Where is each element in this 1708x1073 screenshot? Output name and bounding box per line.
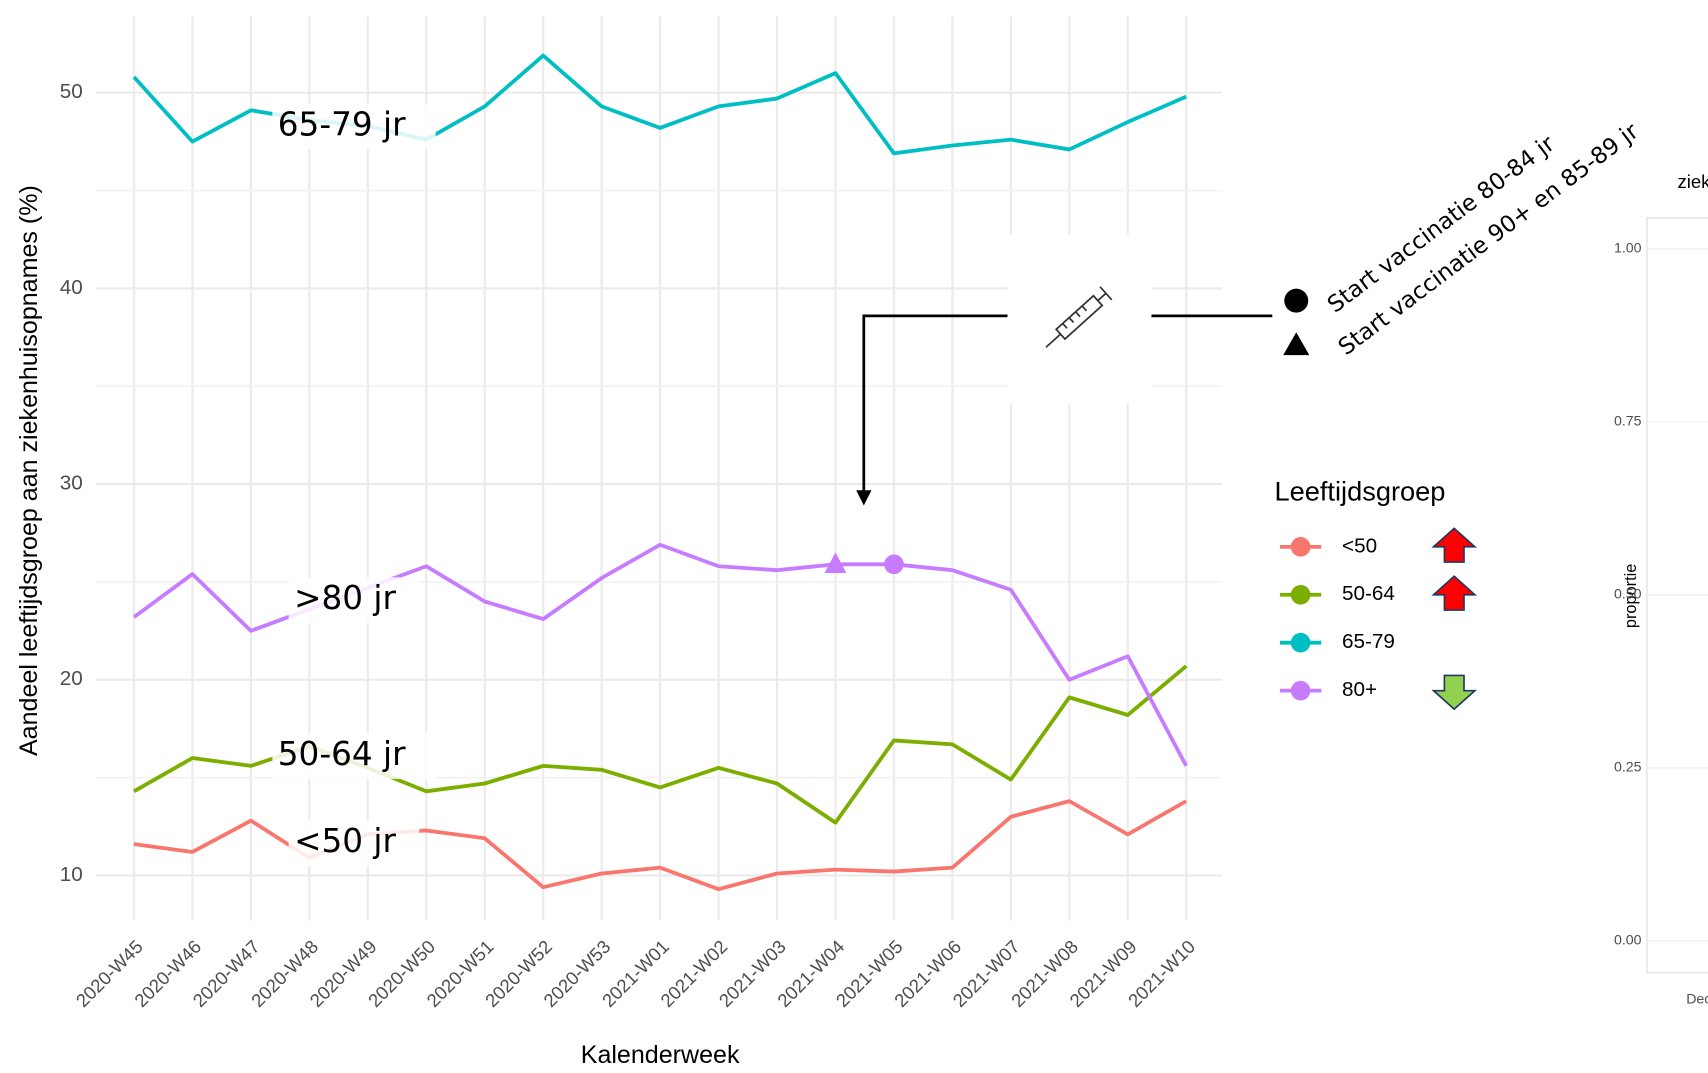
legend-dot	[1290, 584, 1311, 605]
label-bg	[288, 820, 420, 867]
label-bg	[272, 103, 436, 150]
panel-y-title: proportie	[1622, 564, 1640, 628]
line-label: 65-79 jr	[278, 105, 406, 143]
side-panel: ziek proportie Dec 0.00 0.25 0.50 0.75 1.00	[1614, 171, 1708, 1008]
arrowhead	[856, 490, 872, 506]
panel-x-tick-label: Dec	[1686, 992, 1708, 1008]
label-bg	[272, 733, 436, 779]
panel-y-tick-label: 1.00	[1614, 241, 1642, 257]
label-bg	[288, 577, 420, 624]
legend-label: 50-64	[1342, 582, 1395, 605]
line-label: 50-64 jr	[278, 735, 406, 773]
legend-triangle	[1283, 332, 1310, 356]
y-tick-label: 50	[60, 80, 83, 103]
syringe-icon	[1045, 286, 1113, 348]
legend-circle	[1284, 288, 1309, 313]
y-tick-label: 10	[60, 863, 83, 886]
panel-y-tick-label: 0.75	[1614, 414, 1642, 430]
trend-arrow-up	[1431, 575, 1478, 611]
line-label: >80 jr	[294, 579, 396, 617]
trend-arrow-down	[1431, 674, 1478, 711]
panel-y-tick-label: 0.50	[1614, 587, 1642, 603]
y-tick-label: 30	[60, 472, 83, 495]
legend-title: Leeftijdsgroep	[1274, 476, 1445, 507]
legend-label: <50	[1342, 534, 1377, 557]
vaccination-marker	[884, 554, 904, 575]
y-axis-title: Aandeel leeftijdsgroep aan ziekenhuisopn…	[15, 185, 43, 756]
icon-box	[1007, 234, 1152, 404]
y-tick-label: 20	[60, 667, 83, 690]
x-axis-title: Kalenderweek	[581, 1041, 740, 1069]
vaccination-label: Start vaccinatie 90+ en 85-89 jr	[1334, 118, 1644, 361]
panel-title: ziek	[1678, 171, 1708, 192]
panel-y-tick-label: 0.25	[1614, 760, 1642, 776]
connector	[862, 314, 1008, 493]
legend-label: 80+	[1342, 678, 1377, 701]
panel-y-tick-label: 0.00	[1614, 933, 1642, 949]
grid: 10203040502020-W452020-W462020-W472020-W…	[60, 16, 1223, 1011]
line-label: <50 jr	[294, 822, 396, 860]
legend: Leeftijdsgroep <50 50-64 65-79 80+	[1274, 476, 1478, 711]
y-tick-label: 40	[60, 276, 83, 299]
legend-dot	[1290, 537, 1311, 557]
trend-arrow-up	[1431, 527, 1478, 563]
legend-dot	[1290, 680, 1311, 701]
legend-dot	[1290, 632, 1311, 653]
legend-label: 65-79	[1342, 630, 1395, 653]
vaccination-marker	[824, 552, 847, 574]
vaccination-callout: Start vaccinatie 80-84 jr Start vaccinat…	[856, 118, 1644, 506]
